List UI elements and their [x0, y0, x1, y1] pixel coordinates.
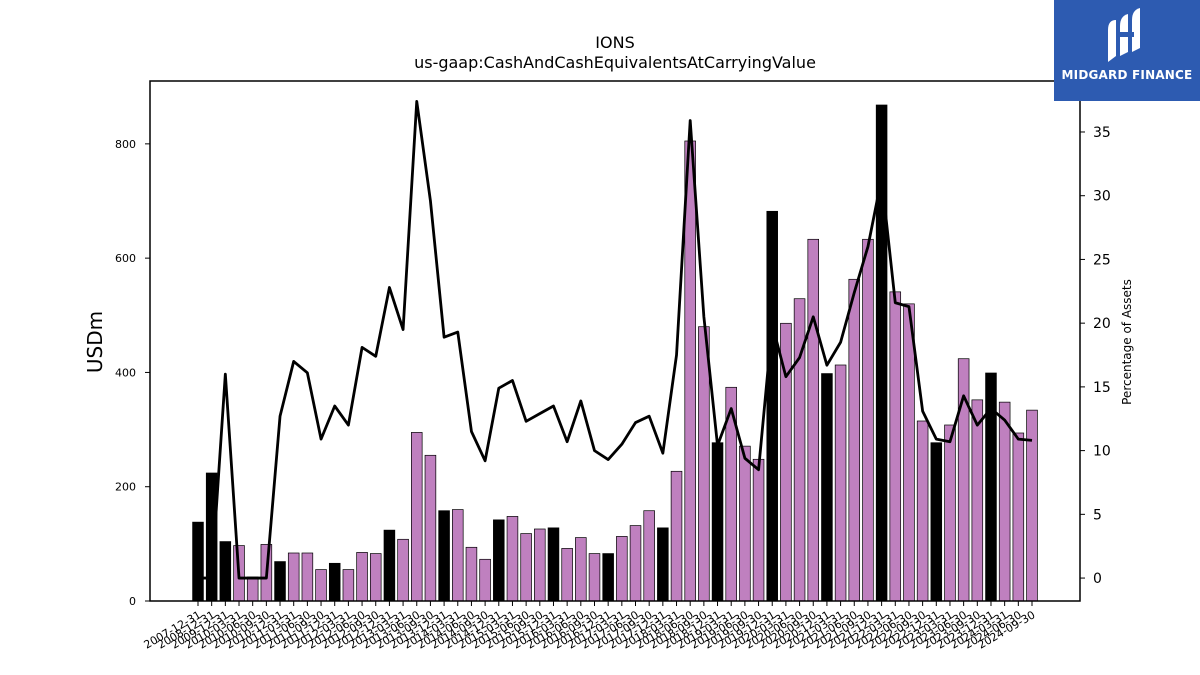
bar-2017-03-31: [616, 536, 628, 602]
bar-2023-03-31: [944, 424, 956, 602]
bar-2014-09-30: [479, 558, 491, 602]
bar-2022-12-31: [930, 442, 943, 602]
y2-tick-label-0: 0: [1093, 571, 1102, 587]
bar-2007-12-31: [192, 521, 204, 602]
y2-tick-label-30: 30: [1093, 189, 1111, 205]
bar-2014-03-31: [452, 509, 464, 602]
bar-2011-06-30: [301, 552, 314, 602]
bar-2018-03-31: [670, 470, 683, 602]
bar-2015-06-30: [520, 533, 532, 602]
bar-2010-06-30: [246, 576, 259, 602]
bar-2013-06-30: [411, 432, 423, 602]
bar-2019-12-31: [766, 210, 778, 602]
percentage-line: [198, 99, 1033, 580]
bar-2022-06-30: [903, 303, 915, 602]
y-tick-label-200: 200: [115, 481, 136, 494]
y2-tick-label-20: 20: [1093, 316, 1111, 332]
bar-2015-12-31: [547, 527, 560, 602]
bar-2022-09-30: [916, 420, 929, 602]
bar-2011-03-31: [287, 552, 300, 602]
bar-2014-06-30: [465, 546, 478, 602]
axes-group: 0200400600800051015202530352007-12-31200…: [115, 80, 1111, 652]
y2-axis-label: Percentage of Assets: [1120, 279, 1134, 405]
bar-2023-09-30: [971, 399, 984, 602]
bar-2018-12-31: [711, 442, 724, 602]
bar-2019-06-30: [739, 445, 751, 602]
bar-2016-06-30: [575, 537, 587, 602]
bar-2016-09-30: [588, 553, 601, 602]
bar-2024-06-30: [1012, 432, 1025, 602]
y2-tick-label-10: 10: [1093, 444, 1111, 460]
bar-2015-09-30: [534, 528, 546, 602]
y-tick-label-800: 800: [115, 138, 136, 151]
bar-2020-12-31: [821, 373, 833, 602]
bar-2024-03-31: [998, 401, 1011, 602]
bars-group: [192, 104, 1038, 602]
y-axis-label: USDm: [83, 311, 107, 373]
brand-logo: MIDGARD FINANCE: [1054, 0, 1200, 101]
bar-2017-09-30: [643, 510, 655, 602]
bar-2015-03-31: [506, 516, 519, 602]
bar-2014-12-31: [493, 519, 505, 602]
bar-2020-09-30: [807, 238, 819, 602]
bar-2011-09-30: [315, 569, 327, 602]
bar-2013-09-30: [424, 454, 437, 602]
bar-2022-03-31: [889, 291, 902, 602]
bar-2021-09-30: [862, 238, 874, 602]
bar-2016-12-31: [602, 553, 614, 602]
bar-2012-06-30: [356, 552, 368, 602]
bar-2018-09-30: [698, 326, 710, 602]
bar-2013-03-31: [397, 538, 409, 602]
y-tick-label-600: 600: [115, 252, 136, 265]
y-tick-label-400: 400: [115, 366, 136, 379]
line-group: [198, 99, 1033, 580]
chart-subtitle: us-gaap:CashAndCashEquivalentsAtCarrying…: [414, 53, 816, 72]
bar-2016-03-31: [561, 548, 573, 602]
logo-text: MIDGARD FINANCE: [1061, 68, 1193, 82]
bar-2019-09-30: [752, 458, 765, 602]
y2-tick-label-15: 15: [1093, 380, 1111, 396]
bar-2012-09-30: [369, 553, 382, 602]
y2-tick-label-25: 25: [1093, 252, 1111, 268]
bar-2012-03-31: [342, 569, 355, 602]
bar-2018-06-30: [684, 140, 696, 602]
bar-2010-12-31: [274, 561, 286, 602]
bar-2017-06-30: [629, 525, 642, 602]
chart-title: IONS: [595, 33, 634, 52]
y2-tick-label-5: 5: [1093, 507, 1102, 523]
bar-2011-12-31: [328, 562, 341, 602]
logo-mark-icon: [1108, 8, 1140, 62]
bar-2012-12-31: [383, 529, 396, 602]
bar-2021-06-30: [848, 278, 861, 602]
bar-2013-12-31: [438, 510, 450, 602]
bar-2009-12-31: [219, 541, 232, 602]
plot-frame: [149, 80, 1081, 602]
y-tick-label-0: 0: [129, 595, 136, 608]
y2-tick-label-35: 35: [1093, 125, 1111, 141]
bar-2017-12-31: [657, 527, 669, 602]
bar-2021-03-31: [834, 364, 847, 602]
